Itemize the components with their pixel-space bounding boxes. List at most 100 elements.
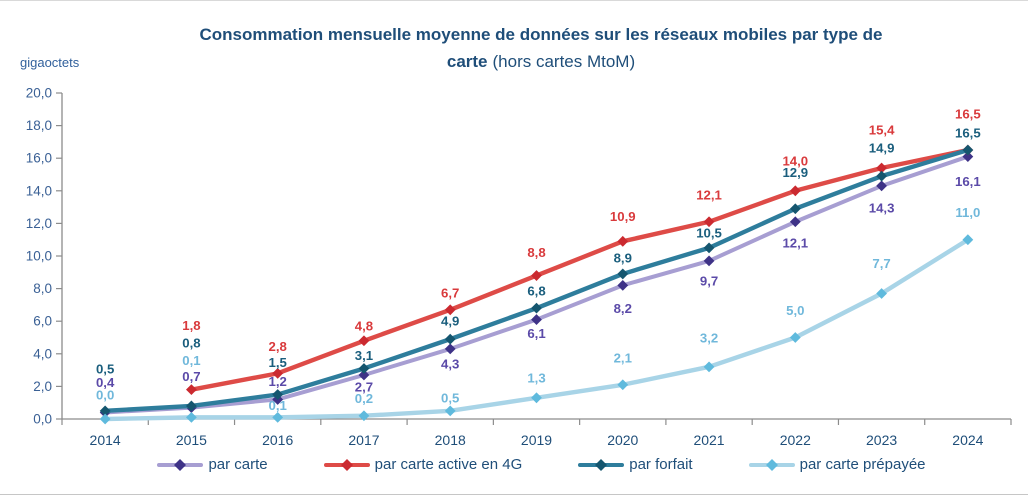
series-par-carte-pr-pay-e — [99, 234, 974, 425]
x-category-label: 2014 — [90, 432, 121, 448]
data-label: 3,1 — [355, 348, 373, 363]
y-tick-label: 8,0 — [33, 281, 52, 296]
chart-title: Consommation mensuelle moyenne de donnée… — [60, 21, 1022, 75]
data-label: 0,1 — [269, 398, 287, 413]
data-point-marker — [272, 389, 284, 400]
data-point-marker — [358, 369, 370, 381]
data-point-marker — [876, 288, 887, 299]
data-point-marker — [272, 411, 284, 423]
data-label: 12,1 — [782, 235, 808, 250]
y-tick-label: 16,0 — [26, 151, 52, 166]
data-point-marker — [962, 151, 974, 162]
data-label: 14,9 — [869, 141, 895, 156]
data-label: 2,8 — [269, 339, 287, 354]
x-category-label: 2023 — [866, 432, 897, 448]
data-point-marker — [962, 234, 974, 246]
data-point-marker — [358, 335, 370, 347]
legend-marker-par-forfait — [578, 458, 625, 471]
data-point-marker — [962, 144, 974, 156]
data-label: 2,7 — [355, 379, 373, 394]
data-point-marker — [444, 304, 456, 316]
data-label: 8,9 — [614, 250, 632, 265]
data-point-marker — [358, 410, 370, 422]
data-point-marker — [617, 379, 629, 391]
data-point-marker — [99, 405, 111, 417]
x-category-label: 2016 — [262, 432, 293, 448]
chart-title-line1: Consommation mensuelle moyenne de donnée… — [199, 25, 883, 44]
data-label: 14,0 — [782, 153, 808, 168]
data-label: 9,7 — [700, 273, 718, 288]
data-point-marker — [444, 333, 456, 345]
x-category-label: 2020 — [607, 432, 638, 448]
x-category-label: 2021 — [693, 432, 724, 448]
data-point-marker — [531, 314, 542, 325]
x-category-label: 2024 — [952, 432, 983, 448]
data-label: 6,8 — [527, 284, 545, 299]
data-label: 1,8 — [182, 318, 200, 333]
data-point-marker — [703, 361, 715, 373]
data-label: 12,9 — [782, 165, 808, 180]
data-label: 1,5 — [269, 355, 287, 370]
data-point-marker — [531, 392, 542, 404]
data-label: 0,5 — [441, 390, 459, 405]
data-label: 6,1 — [527, 326, 545, 341]
series-par-carte — [99, 151, 974, 418]
data-label: 11,0 — [955, 205, 980, 220]
data-label: 0,8 — [182, 335, 200, 350]
y-tick-label: 12,0 — [26, 216, 52, 231]
data-point-marker — [617, 268, 629, 280]
data-label: 10,9 — [610, 209, 636, 224]
data-label: 0,2 — [355, 391, 373, 406]
data-point-marker — [531, 302, 542, 314]
data-label: 3,2 — [700, 330, 718, 345]
legend-marker-par-carte-active-en-4g — [323, 458, 370, 471]
data-label: 0,1 — [182, 353, 200, 368]
data-label: 16,5 — [955, 107, 981, 122]
data-label: 2,1 — [614, 350, 632, 365]
legend-marker-par-carte — [157, 458, 204, 471]
data-label: 5,0 — [786, 303, 804, 318]
x-category-label: 2017 — [348, 432, 379, 448]
data-point-marker — [876, 180, 887, 192]
data-label: 12,1 — [696, 187, 722, 202]
legend-label: par forfait — [629, 456, 693, 473]
data-labels-par-carte-active-en-4g: 1,8 2,8 4,8 6,7 8,8 10,9 12,1 14,0 15,4 16,5 — [182, 107, 980, 354]
data-point-marker — [703, 216, 715, 228]
data-point-marker — [876, 162, 887, 174]
data-point-marker — [358, 363, 370, 374]
data-label: 7,7 — [872, 256, 890, 271]
data-label: 0,5 — [96, 361, 114, 376]
series-par-forfait — [99, 144, 974, 417]
legend-marker-par-carte-pr-pay-e — [748, 458, 795, 471]
data-point-marker — [789, 203, 801, 215]
data-point-marker — [272, 367, 284, 379]
x-category-label: 2015 — [176, 432, 207, 448]
data-label: 16,5 — [955, 126, 981, 141]
chart-title-line2-bold: carte — [446, 52, 488, 71]
y-tick-label: 14,0 — [26, 183, 52, 198]
data-point-marker — [444, 343, 456, 355]
legend-item-par-carte-pr-pay-e: par carte prépayée — [748, 456, 926, 473]
data-label: 1,2 — [269, 374, 287, 389]
data-label: 0,4 — [96, 375, 115, 390]
y-tick-label: 4,0 — [33, 346, 52, 361]
data-point-marker — [789, 185, 801, 197]
data-label: 8,2 — [614, 301, 632, 316]
legend-item-par-forfait: par forfait — [578, 456, 693, 473]
data-label: 15,4 — [869, 122, 895, 137]
data-point-marker — [531, 270, 542, 281]
data-point-marker — [186, 411, 197, 423]
data-label: 6,7 — [441, 285, 459, 300]
y-axis-unit-label: gigaoctets — [20, 55, 80, 70]
legend-item-par-carte: par carte — [157, 456, 268, 473]
y-tick-label: 10,0 — [26, 249, 52, 264]
legend-label: par carte prépayée — [799, 456, 926, 473]
legend-label: par carte — [208, 456, 268, 473]
data-point-marker — [186, 400, 197, 412]
data-point-marker — [703, 242, 715, 254]
data-labels-par-forfait: 0,5 0,8 1,5 3,1 4,9 6,8 8,9 10,5 12,9 14,9 16,5 — [96, 126, 981, 377]
y-tick-label: 6,0 — [33, 314, 52, 329]
x-category-label: 2019 — [521, 432, 552, 448]
y-tick-label: 2,0 — [33, 379, 52, 394]
